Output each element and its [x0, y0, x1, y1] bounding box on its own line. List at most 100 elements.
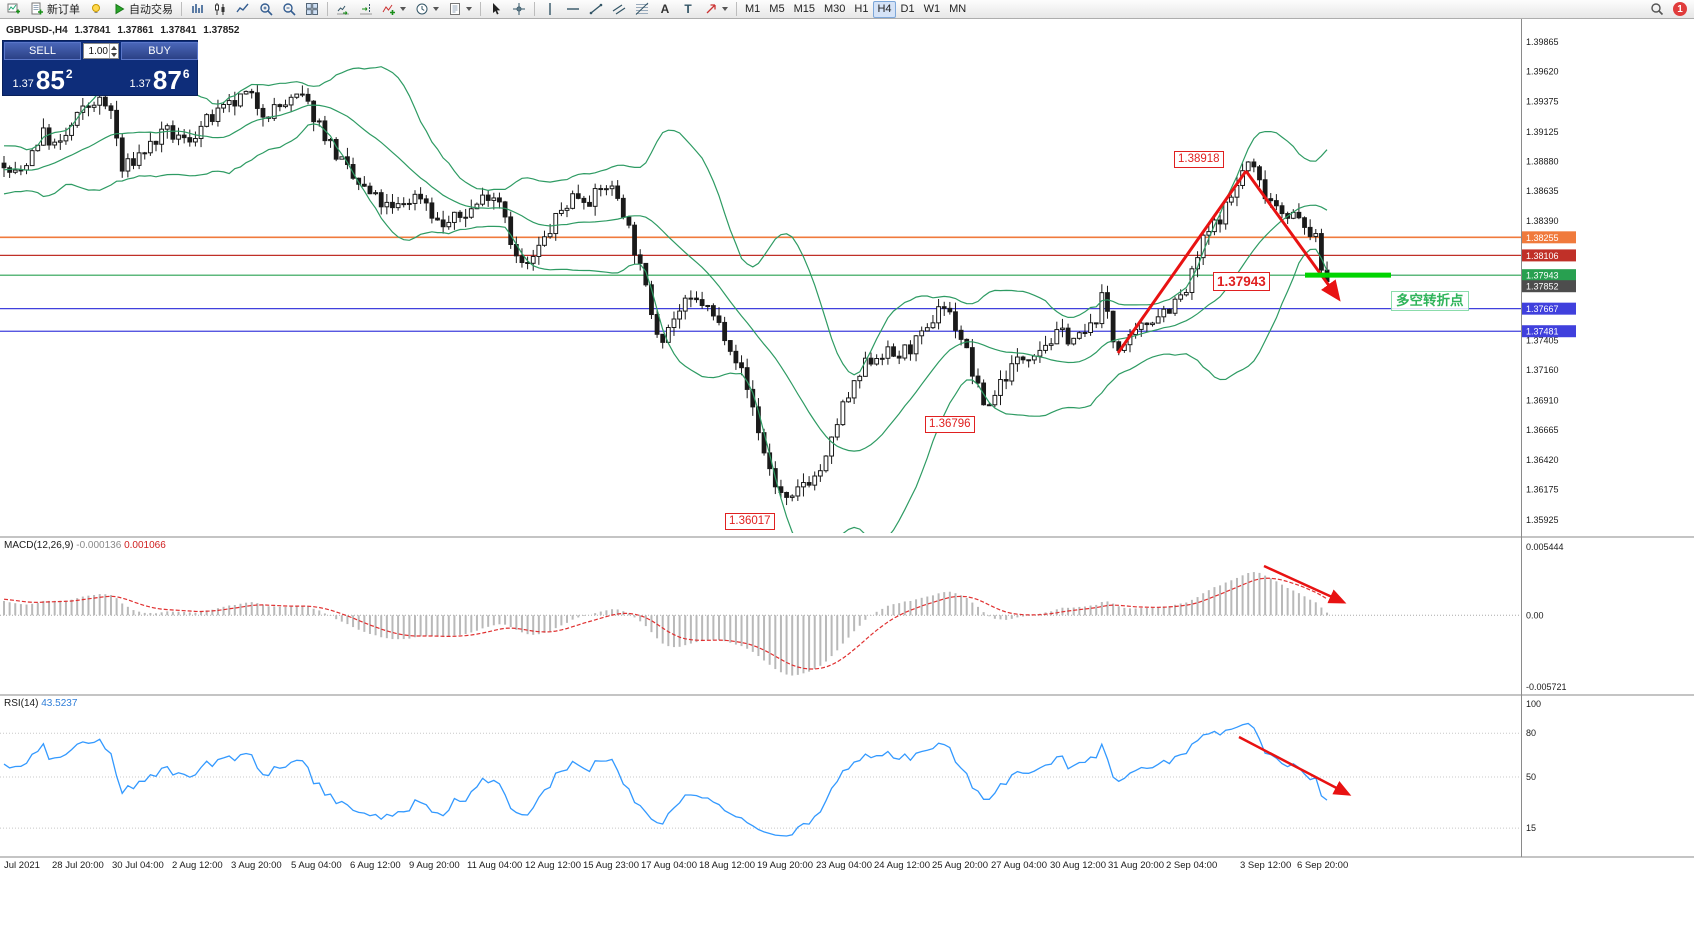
- annotation-major-low-label: 1.36017: [725, 513, 775, 530]
- annotation-pivot-note: 多空转折点: [1391, 291, 1469, 311]
- svg-text:1.38635: 1.38635: [1526, 186, 1559, 196]
- timeframe-h1-button[interactable]: H1: [850, 1, 872, 18]
- chart-plus-icon: [7, 3, 20, 14]
- svg-text:80: 80: [1526, 728, 1536, 738]
- svg-text:2 Aug 12:00: 2 Aug 12:00: [172, 860, 223, 871]
- horizontal-line-button[interactable]: [562, 1, 584, 18]
- timeframe-h4-button-label: H4: [877, 3, 892, 15]
- svg-text:Jul 2021: Jul 2021: [4, 860, 40, 871]
- annotation-pullback-low-label: 1.36796: [925, 416, 975, 433]
- line-chart-button[interactable]: [232, 1, 254, 18]
- fibonacci-button[interactable]: [631, 1, 653, 18]
- svg-text:1.39375: 1.39375: [1526, 96, 1559, 106]
- autotrading-button[interactable]: 自动交易: [108, 1, 177, 18]
- caret-down-icon: [433, 7, 439, 11]
- channel-icon: [612, 4, 626, 15]
- trendline-button[interactable]: [585, 1, 607, 18]
- play-icon: [115, 3, 125, 15]
- labelT-icon: T: [684, 2, 692, 16]
- svg-text:1.36175: 1.36175: [1526, 485, 1559, 495]
- search-icon: [1651, 3, 1664, 16]
- toolbar-separator: [736, 2, 737, 16]
- svg-text:12 Aug 12:00: 12 Aug 12:00: [525, 860, 581, 871]
- lot-decrease-button[interactable]: [110, 51, 118, 58]
- timeframe-m30-button[interactable]: M30: [820, 1, 849, 18]
- text-button[interactable]: A: [654, 1, 676, 18]
- close-value: 1.37852: [203, 25, 240, 36]
- expert-advisors-button[interactable]: [85, 1, 107, 18]
- new-order-button[interactable]: 新订单: [26, 1, 84, 18]
- arrowsym-icon: [706, 4, 716, 14]
- search-button[interactable]: [1646, 1, 1668, 18]
- timeframe-m15-button[interactable]: M15: [790, 1, 819, 18]
- svg-text:1.39865: 1.39865: [1526, 37, 1559, 47]
- lot-increase-button[interactable]: [110, 44, 118, 51]
- sell-button[interactable]: SELL 1.37 85 2: [3, 41, 82, 95]
- buy-button[interactable]: BUY 1.37 87 6: [120, 41, 199, 95]
- timeframe-h4-button[interactable]: H4: [873, 0, 896, 18]
- candles-icon: [215, 3, 225, 15]
- symbol-period-label: GBPUSD-,H4: [6, 25, 68, 36]
- macd-main-value: -0.000136: [76, 540, 122, 551]
- svg-text:27 Aug 04:00: 27 Aug 04:00: [991, 860, 1047, 871]
- svg-text:2 Sep 04:00: 2 Sep 04:00: [1166, 860, 1217, 871]
- autotrading-button-label: 自动交易: [129, 4, 173, 16]
- shift-icon: [360, 4, 372, 15]
- buy-price: 1.37 87 6: [129, 65, 190, 95]
- auto-scroll-button[interactable]: [332, 1, 354, 18]
- toolbar-separator: [181, 2, 182, 16]
- timeframe-m30-button-label: M30: [823, 3, 846, 15]
- svg-text:3 Sep 12:00: 3 Sep 12:00: [1240, 860, 1291, 871]
- crosshair-button[interactable]: [508, 1, 530, 18]
- candlestick-chart-button[interactable]: [209, 1, 231, 18]
- svg-text:1.36665: 1.36665: [1526, 425, 1559, 435]
- text-label-button[interactable]: T: [677, 1, 699, 18]
- periods-button[interactable]: [411, 1, 443, 18]
- bar-chart-button[interactable]: [186, 1, 208, 18]
- chart-shift-button[interactable]: [355, 1, 377, 18]
- vline-icon: [549, 3, 551, 15]
- svg-text:31 Aug 20:00: 31 Aug 20:00: [1108, 860, 1164, 871]
- svg-text:25 Aug 20:00: 25 Aug 20:00: [932, 860, 988, 871]
- svg-text:-0.005721: -0.005721: [1526, 682, 1567, 692]
- arrows-button[interactable]: [700, 1, 732, 18]
- timeframe-d1-button[interactable]: D1: [897, 1, 919, 18]
- lot-size-input[interactable]: 1.00: [83, 43, 119, 59]
- svg-text:30 Aug 12:00: 30 Aug 12:00: [1050, 860, 1106, 871]
- zoom-out-button[interactable]: [278, 1, 300, 18]
- macd-indicator-label: MACD(12,26,9) -0.000136 0.001066: [4, 540, 166, 551]
- svg-text:15: 15: [1526, 823, 1536, 833]
- caret-up-icon: [111, 45, 117, 50]
- new-chart-button[interactable]: [3, 1, 25, 18]
- indicators-button[interactable]: [378, 1, 410, 18]
- indicators-icon: [382, 4, 395, 15]
- rsi-indicator-label: RSI(14) 43.5237: [4, 698, 78, 709]
- svg-text:23 Aug 04:00: 23 Aug 04:00: [816, 860, 872, 871]
- zoom-in-button[interactable]: [255, 1, 277, 18]
- autoscroll-icon: [337, 5, 349, 15]
- svg-text:3 Aug 20:00: 3 Aug 20:00: [231, 860, 282, 871]
- templates-button[interactable]: [444, 1, 476, 18]
- svg-text:1.39125: 1.39125: [1526, 127, 1559, 137]
- timeframe-m1-button[interactable]: M1: [741, 1, 764, 18]
- equidistant-channel-button[interactable]: [608, 1, 630, 18]
- tile-windows-button[interactable]: [301, 1, 323, 18]
- timeframe-m5-button[interactable]: M5: [765, 1, 788, 18]
- hline-icon: [567, 8, 579, 10]
- timeframe-mn-button[interactable]: MN: [945, 1, 970, 18]
- notifications-badge[interactable]: 1: [1673, 2, 1687, 16]
- timeframe-w1-button[interactable]: W1: [920, 1, 945, 18]
- vertical-line-button[interactable]: [539, 1, 561, 18]
- annotation-pivot-price-label: 1.37943: [1213, 272, 1270, 291]
- cursor-button[interactable]: [485, 1, 507, 18]
- toolbar-separator: [480, 2, 481, 16]
- svg-text:18 Aug 12:00: 18 Aug 12:00: [699, 860, 755, 871]
- svg-text:0.00: 0.00: [1526, 610, 1544, 620]
- timeframe-m5-button-label: M5: [769, 3, 785, 15]
- chart-ohlc-header: GBPUSD-,H4 1.37841 1.37861 1.37841 1.378…: [6, 25, 243, 36]
- svg-text:1.37160: 1.37160: [1526, 365, 1559, 375]
- svg-text:50: 50: [1526, 772, 1536, 782]
- tiles-icon: [306, 3, 318, 15]
